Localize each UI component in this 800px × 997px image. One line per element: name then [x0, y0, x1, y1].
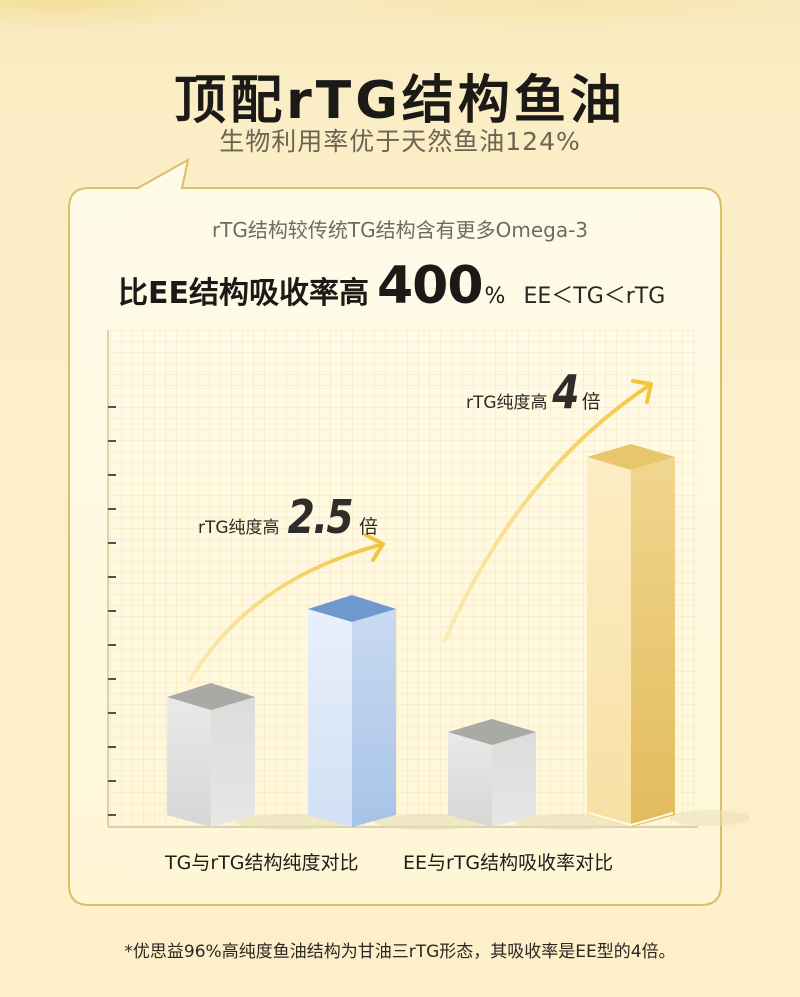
- headline-number: 400: [377, 256, 484, 316]
- y-axis-ticks: [108, 406, 116, 816]
- annotation-prefix: rTG纯度高: [198, 518, 280, 538]
- annotation-number: 2.5: [287, 490, 353, 544]
- headline-comparison: EE＜TG＜rTG: [523, 284, 666, 309]
- page-title: 顶配rTG结构鱼油: [174, 71, 626, 131]
- annotation-purity: rTG纯度高 2.5 倍: [198, 490, 378, 544]
- bar-rtg-purity: [308, 595, 396, 827]
- page-subtitle: 生物利用率优于天然鱼油124%: [219, 127, 581, 156]
- top-decoration: [0, 0, 800, 40]
- annotation-absorption: rTG纯度高 4 倍: [466, 365, 601, 419]
- trend-arrow-2: [443, 383, 652, 642]
- category-label-absorption: EE与rTG结构吸收率对比: [403, 852, 614, 874]
- category-label-purity: TG与rTG结构纯度对比: [165, 852, 359, 874]
- footnote: *优思益96%高纯度鱼油结构为甘油三rTG形态，其吸收率是EE型的4倍。: [124, 942, 676, 962]
- bar-tg: [167, 683, 255, 827]
- annotation-number: 4: [551, 365, 579, 419]
- bar-rtg-absorption: [587, 444, 675, 827]
- headline-lead: 比EE结构吸收率高: [118, 276, 369, 311]
- card-headline: 比EE结构吸收率高 400 % EE＜TG＜rTG: [118, 256, 665, 316]
- annotation-suffix: 倍: [359, 516, 379, 538]
- trend-arrow-1: [188, 543, 382, 682]
- annotation-suffix: 倍: [581, 391, 601, 413]
- headline-percent: %: [484, 284, 506, 309]
- bar-ee: [448, 719, 536, 827]
- annotation-prefix: rTG纯度高: [466, 393, 548, 413]
- card-intro-text: rTG结构较传统TG结构含有更多Omega-3: [211, 218, 589, 242]
